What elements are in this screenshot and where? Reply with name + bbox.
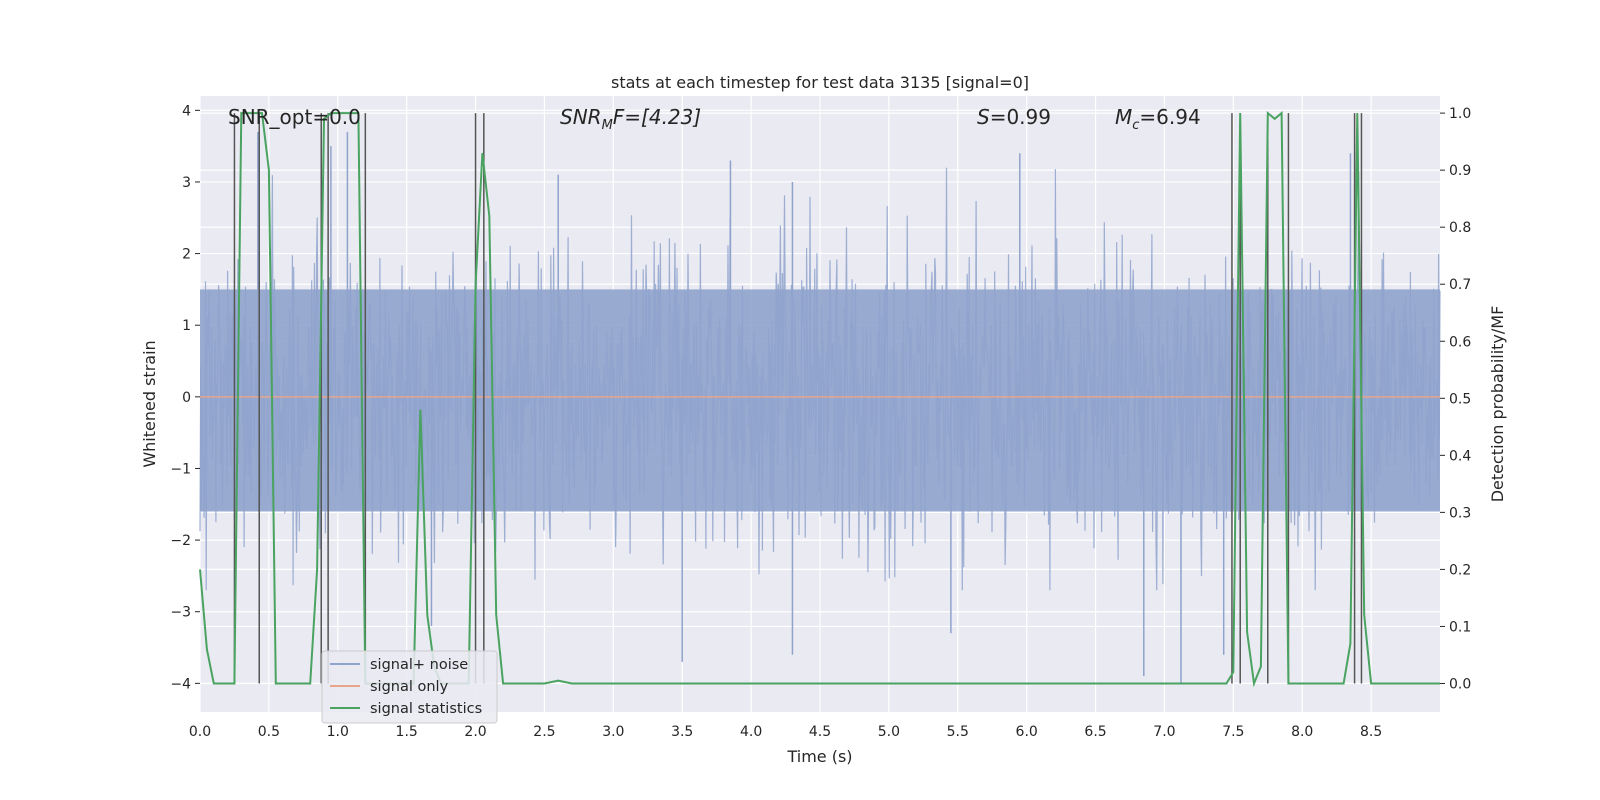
y-left-tick-label-6: −2 (170, 533, 191, 549)
x-tick-label-13: 6.5 (1084, 724, 1106, 740)
y-right-tick-labels: 1.0 0.9 0.8 0.7 0.6 0.5 0.4 0.3 0.2 0.1 0.0 (1440, 106, 1471, 692)
y-left-tick-label-5: −1 (170, 461, 191, 477)
x-axis-label: Time (s) (786, 747, 852, 766)
y-right-tick-label-0: 1.0 (1449, 106, 1471, 122)
legend-label-signal-only: signal only (370, 679, 449, 695)
legend-label-signal-noise: signal+ noise (370, 657, 468, 673)
annotation-snr-opt: SNR_opt=0.0 (228, 105, 361, 129)
signal-noise-core (200, 289, 1440, 512)
x-tick-label-14: 7.0 (1153, 724, 1175, 740)
y-right-tick-label-8: 0.2 (1449, 562, 1471, 578)
x-tick-label-16: 8.0 (1291, 724, 1313, 740)
y-left-tick-label-2: 2 (182, 247, 191, 263)
y-left-tick-label-8: −4 (170, 676, 191, 692)
y-right-tick-label-2: 0.8 (1449, 220, 1471, 236)
x-tick-label-9: 4.5 (809, 724, 831, 740)
x-tick-label-0: 0.0 (189, 724, 211, 740)
y-right-tick-label-10: 0.0 (1449, 676, 1471, 692)
y-right-tick-label-6: 0.4 (1449, 448, 1471, 464)
y-left-tick-label-7: −3 (170, 605, 191, 621)
y-right-tick-label-5: 0.5 (1449, 391, 1471, 407)
x-tick-label-5: 2.5 (533, 724, 555, 740)
x-tick-labels: 0.0 0.5 1.0 1.5 2.0 2.5 3.0 3.5 4.0 4.5 5.0 5.5 6.0 6… (189, 724, 1382, 740)
annotation-s: S=0.99 (977, 105, 1051, 129)
x-tick-label-10: 5.0 (878, 724, 900, 740)
signal-noise-series (199, 131, 1441, 684)
y-axis-label-right: Detection probability/MF (1488, 306, 1507, 503)
annotation-snr-mf: SNRMF=[4.23] (560, 105, 701, 133)
y-left-tick-label-3: 1 (182, 318, 191, 334)
x-tick-label-12: 6.0 (1016, 724, 1038, 740)
x-tick-label-4: 2.0 (464, 724, 486, 740)
y-right-tick-label-9: 0.1 (1449, 619, 1471, 635)
x-tick-label-2: 1.0 (327, 724, 349, 740)
legend: signal+ noise signal only signal statist… (321, 650, 498, 724)
y-left-tick-labels: 4 3 2 1 0 −1 −2 −3 −4 (170, 103, 200, 692)
x-tick-label-15: 7.5 (1222, 724, 1244, 740)
legend-label-signal-statistics: signal statistics (370, 701, 482, 717)
x-tick-label-17: 8.5 (1360, 724, 1382, 740)
legend-box (321, 650, 498, 724)
y-right-tick-label-7: 0.3 (1449, 505, 1471, 521)
x-tick-label-6: 3.0 (602, 724, 624, 740)
x-tick-label-7: 3.5 (671, 724, 693, 740)
y-right-tick-label-4: 0.6 (1449, 334, 1471, 350)
y-right-tick-label-1: 0.9 (1449, 163, 1471, 179)
x-tick-label-1: 0.5 (258, 724, 280, 740)
y-left-tick-label-0: 4 (182, 103, 191, 119)
y-left-tick-label-4: 0 (182, 390, 191, 406)
chart-title: stats at each timestep for test data 313… (611, 73, 1029, 92)
y-right-tick-label-3: 0.7 (1449, 277, 1471, 293)
y-axis-label-left: Whitened strain (140, 340, 159, 467)
annotation-mc: Mc=6.94 (1115, 105, 1201, 133)
x-tick-label-11: 5.5 (947, 724, 969, 740)
y-left-tick-label-1: 3 (182, 175, 191, 191)
x-tick-label-8: 4.0 (740, 724, 762, 740)
x-tick-label-3: 1.5 (396, 724, 418, 740)
